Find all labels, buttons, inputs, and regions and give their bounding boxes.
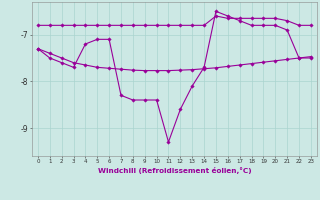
X-axis label: Windchill (Refroidissement éolien,°C): Windchill (Refroidissement éolien,°C) [98, 167, 251, 174]
